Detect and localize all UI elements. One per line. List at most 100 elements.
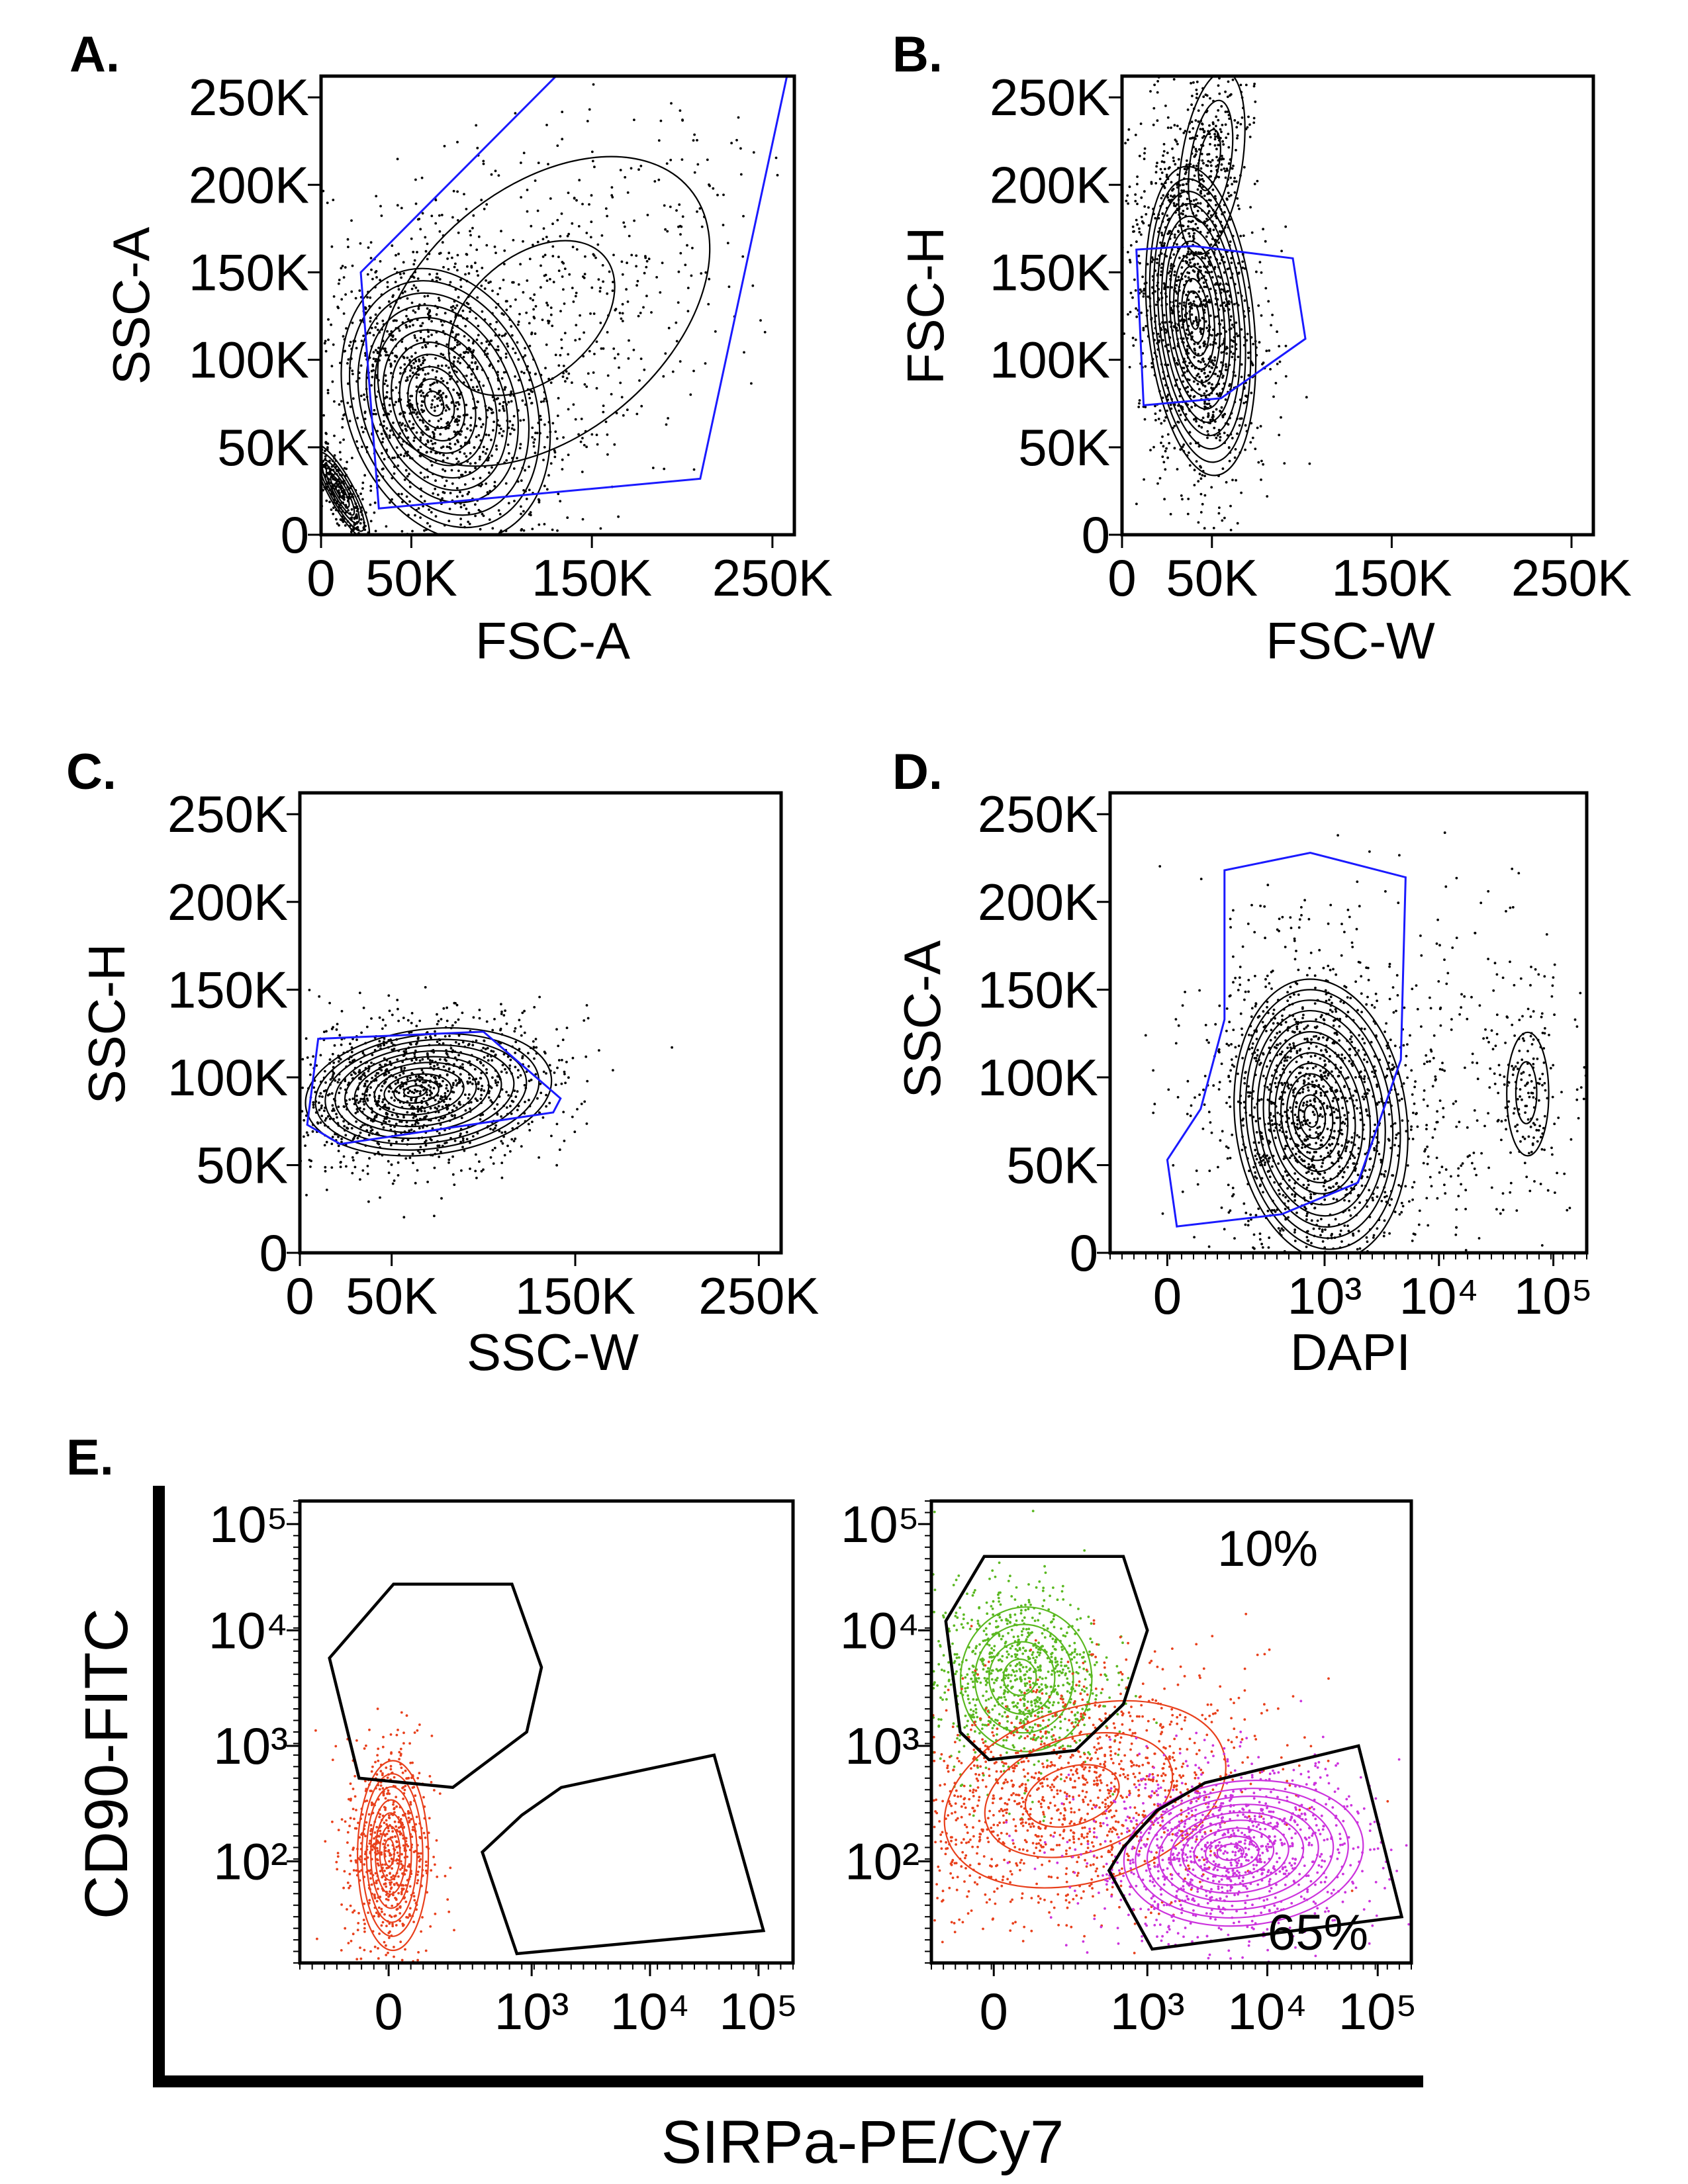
event-dot [1183,167,1186,171]
event-dot [1260,271,1263,274]
event-dot [358,289,361,292]
event-dot [1190,103,1193,107]
event-dot [1235,478,1237,482]
event-dot [1203,343,1207,345]
event-dot [375,1079,378,1082]
event-dot [322,1089,326,1093]
event-dot [434,1030,436,1033]
event-dot [1224,176,1227,179]
event-dot [1188,271,1191,275]
event-dot [428,388,432,391]
event-dot [424,1116,427,1119]
event-dot [1184,418,1187,422]
event-dot [372,357,375,360]
event-dot [314,350,317,353]
event-dot [559,235,562,238]
event-dot [490,438,492,441]
event-dot [1348,1060,1351,1063]
event-dot [1198,388,1201,391]
event-dot [1246,351,1250,354]
event-dot [1162,194,1165,197]
event-dot [523,1009,526,1013]
event-dot [256,1129,258,1132]
event-dot [1279,1042,1282,1045]
event-dot [645,265,648,269]
event-dot [517,379,520,382]
event-dot [490,173,493,176]
event-dot [1194,119,1197,122]
event-dot [514,1027,517,1030]
event-dot [438,278,442,281]
event-dot [1172,347,1175,349]
event-dot [1146,263,1149,266]
event-dot [504,352,508,355]
event-dot [1199,492,1203,496]
event-dot [1170,309,1174,312]
event-dot [412,324,414,327]
event-dot [519,263,522,266]
event-dot [444,484,446,487]
event-dot [355,347,358,349]
event-dot [341,426,344,429]
event-dot [326,388,330,392]
event-dot [1231,78,1235,81]
event-dot [322,414,325,417]
event-dot [1193,469,1196,472]
event-dot [1155,165,1158,168]
event-dot [294,1071,297,1074]
event-dot [339,458,342,461]
event-dot [371,277,374,281]
event-dot [466,492,469,496]
event-dot [1134,134,1137,136]
event-dot [572,300,575,303]
event-dot [343,413,346,416]
event-dot [505,308,508,312]
event-dot [1173,424,1176,428]
event-dot [420,1109,423,1113]
event-dot [1186,197,1189,201]
event-dot [606,453,609,456]
event-dot [655,276,658,279]
event-dot [468,1077,471,1079]
event-dot [1193,484,1196,486]
event-dot [402,1071,405,1075]
event-dot [611,289,614,293]
contour-line [1160,215,1237,424]
event-dot [1361,1037,1364,1040]
event-dot [377,346,380,349]
event-dot [1215,408,1218,411]
event-dot [671,1046,673,1049]
event-dot [457,419,461,422]
event-dot [370,326,373,330]
event-dot [1165,173,1168,177]
event-dot [487,1096,491,1099]
event-dot [590,286,594,289]
event-dot [1139,122,1143,125]
event-dot [420,404,423,407]
event-dot [467,339,470,342]
event-dot [1234,374,1237,377]
event-dot [1192,257,1195,260]
event-dot [397,464,400,467]
event-dot [1135,315,1139,318]
event-dot [1221,255,1225,259]
event-dot [1128,259,1131,261]
event-dot [308,1158,311,1161]
event-dot [442,1065,445,1068]
event-dot [1226,433,1229,437]
event-dot [1126,194,1129,197]
event-dot [397,1091,400,1095]
event-dot [669,60,672,63]
event-dot [730,142,733,145]
event-dot [679,233,682,236]
event-dot [412,426,415,430]
event-dot [478,1009,481,1011]
event-dot [531,1120,534,1123]
event-dot [497,387,500,390]
event-dot [390,371,393,375]
event-dot [415,1042,418,1046]
event-dot [351,264,354,267]
x-axis-label: FSC-W [1266,612,1435,670]
event-dot [1162,377,1165,380]
event-dot [1203,344,1205,347]
